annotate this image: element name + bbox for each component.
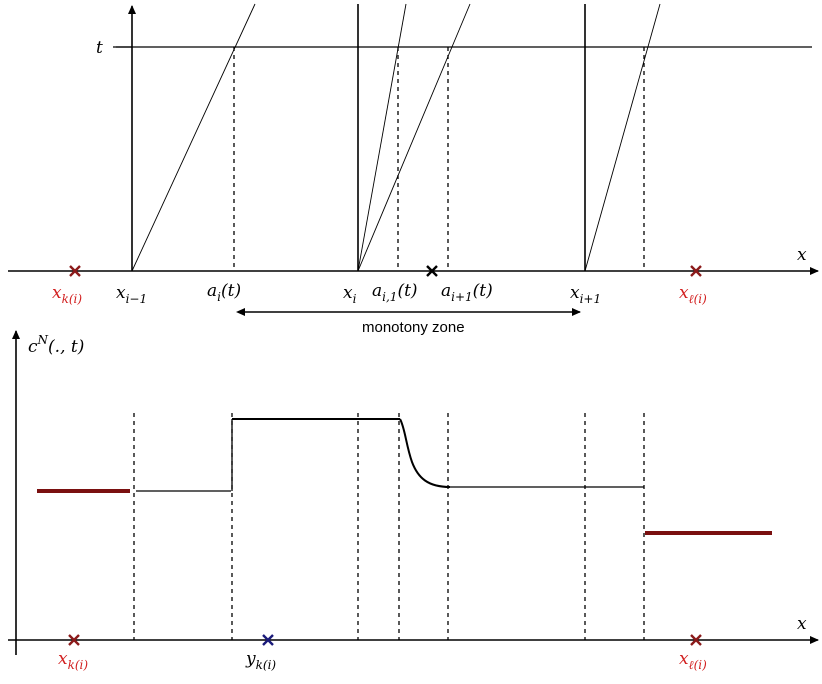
label-xk-top: xk(i) [52,283,82,306]
label-xl-top: xℓ(i) [679,283,707,306]
top-panel: x t xk(i) xi−1 ai(t) xi ai,1(t) ai+1(t) … [8,3,819,336]
label-xi: xi [343,283,357,306]
label-xl-bottom: xℓ(i) [679,649,707,672]
profile-curve [399,418,451,488]
top-t-axis-label: t [96,38,103,58]
characteristic-line-i-minus-1 [131,3,256,272]
monotony-zone-label: monotony zone [362,319,465,336]
bottom-y-axis-label: cN(., t) [28,333,84,357]
label-xi-plus-1: xi+1 [570,283,601,306]
bottom-panel: cN(., t) x xk(i) yk(i) xℓ(i) [8,330,819,672]
marker-xk-top [69,265,81,277]
marker-yk [262,634,274,646]
label-ai-plus-1: ai+1(t) [441,281,493,304]
characteristic-line-i-steep [357,3,407,272]
marker-xk-bottom [68,634,80,646]
characteristic-line-i-plus-1 [584,3,661,272]
marker-xl-top [690,265,702,277]
label-ai1: ai,1(t) [372,281,418,304]
top-x-axis-label: x [797,245,807,265]
marker-mid-top [426,265,438,277]
label-xk-bottom: xk(i) [58,649,88,672]
label-yk: yk(i) [245,649,276,672]
characteristic-line-i-shallow [357,3,471,272]
label-xi-minus-1: xi−1 [116,283,147,306]
marker-xl-bottom [690,634,702,646]
label-ai: ai(t) [207,281,241,304]
bottom-x-axis-label: x [797,614,807,634]
